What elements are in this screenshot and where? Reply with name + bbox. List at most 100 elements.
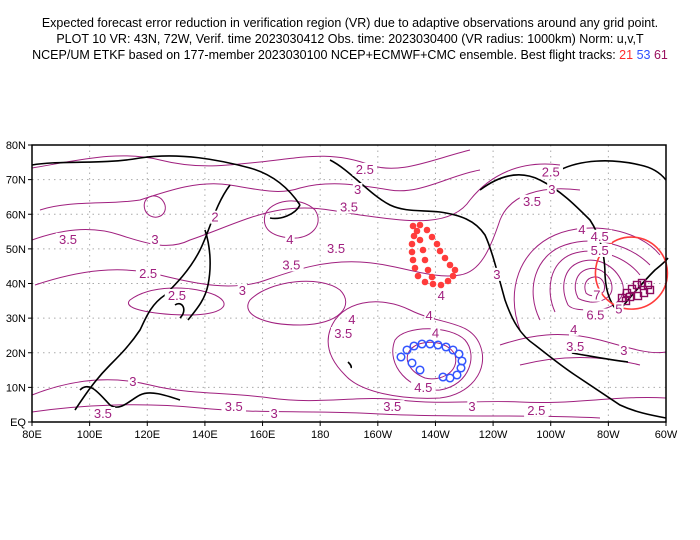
contour-label-bg xyxy=(592,288,602,302)
contour-label: 6.5 xyxy=(586,308,604,323)
contour-label-bg xyxy=(221,400,246,414)
track-21-point xyxy=(451,266,459,274)
contour-label: 2 xyxy=(211,210,218,225)
track-21-point xyxy=(419,246,427,254)
x-tick-label: 140W xyxy=(421,429,450,441)
track-21-point xyxy=(408,240,416,248)
track-53-point xyxy=(407,358,417,368)
contour-label: 2.5 xyxy=(356,162,374,177)
contour-label: 3 xyxy=(239,283,246,298)
y-tick-label: 50N xyxy=(6,244,26,256)
contour-label-bg xyxy=(352,162,378,176)
track-21-point xyxy=(449,272,457,280)
contour-label: 3 xyxy=(620,343,627,358)
contour-label-bg xyxy=(492,267,502,281)
contour-label: 4 xyxy=(286,232,293,247)
contour-label: 3.5 xyxy=(327,241,345,256)
contour-label: 5 xyxy=(615,301,622,316)
track-61-point xyxy=(643,280,653,290)
contour-label-bg xyxy=(411,381,436,395)
contour-label: 3 xyxy=(468,399,475,414)
contour-label: 3 xyxy=(548,182,555,197)
contour-label: 4 xyxy=(425,308,432,323)
contour-label-bg xyxy=(614,302,624,316)
contour-label-bg xyxy=(336,200,362,214)
contour-label-bg xyxy=(269,407,279,421)
contour-label: 2.5 xyxy=(527,403,545,418)
track-21-point xyxy=(408,248,416,256)
contour-label: 4 xyxy=(438,288,445,303)
track-21-point xyxy=(429,280,437,288)
contour-label: 3 xyxy=(354,182,361,197)
x-tick-label: 100E xyxy=(77,429,103,441)
contour-label: 3.5 xyxy=(59,232,77,247)
contour-label-bg xyxy=(467,400,477,414)
contour-label-bg xyxy=(347,312,357,326)
track-53-point xyxy=(402,345,412,355)
x-tick-label: 120W xyxy=(479,429,508,441)
contour-label-bg xyxy=(210,210,220,224)
track-21-point xyxy=(441,254,449,262)
title-line-1: Expected forecast error reduction in ver… xyxy=(41,16,659,30)
contour-label-bg xyxy=(519,194,545,208)
contour-label-bg xyxy=(90,407,116,421)
title-line-3-text: NCEP/UM ETKF based on 177-member 2023030… xyxy=(32,48,620,62)
track-21-point xyxy=(409,222,417,230)
track-61-point xyxy=(633,291,643,301)
contour-label-bg xyxy=(285,232,295,246)
contour-label: 3.5 xyxy=(334,326,352,341)
flight-tracks xyxy=(396,221,655,383)
contour-label-bg xyxy=(430,326,441,340)
contour-label: 3 xyxy=(270,406,277,421)
contour-label-bg xyxy=(379,400,405,414)
x-tick-label: 180 xyxy=(311,429,329,441)
contour-label: 4.5 xyxy=(414,380,432,395)
contour-label-bg xyxy=(164,288,190,302)
x-tick-label: 80E xyxy=(22,429,42,441)
track-21-point xyxy=(409,256,417,264)
y-tick-label: 40N xyxy=(6,279,26,291)
y-tick-label: 10N xyxy=(6,382,26,394)
contour-label: 3.5 xyxy=(225,399,243,414)
contour-label: 4.5 xyxy=(591,229,609,244)
track-21-point xyxy=(428,233,436,241)
track-21-point xyxy=(416,236,424,244)
contour-label: 2.5 xyxy=(542,165,560,180)
y-tick-label: 70N xyxy=(6,175,26,187)
contour-label: 7 xyxy=(593,288,600,303)
contour-label-bg xyxy=(55,232,81,246)
contour-label: 3 xyxy=(493,267,500,282)
contour-label: 4 xyxy=(432,326,439,341)
contours xyxy=(31,149,667,419)
title-line-3: NCEP/UM ETKF based on 177-member 2023030… xyxy=(0,47,700,63)
contour-label: 3 xyxy=(151,232,158,247)
contour-label: 3 xyxy=(129,374,136,389)
axis-ticks: 80E 100E 120E 140E 160E 180 160W 140W 120W 100W 80… xyxy=(6,140,678,441)
verification-region-circle xyxy=(594,236,669,310)
y-tick-label: 60N xyxy=(6,209,26,221)
y-tick-label: EQ xyxy=(10,417,26,429)
contour-label-bg xyxy=(562,339,588,353)
coastlines xyxy=(31,155,669,419)
track-53-point xyxy=(425,339,435,349)
y-tick-label: 20N xyxy=(6,348,26,360)
contour-label: 5.5 xyxy=(591,243,609,258)
contour-label-bg xyxy=(538,165,563,179)
track-53-point xyxy=(396,352,406,362)
contour-label-bg xyxy=(577,222,587,236)
track-21-point xyxy=(423,226,431,234)
contour-label: 2.5 xyxy=(168,288,186,303)
track-21-point xyxy=(413,227,421,235)
track-21-point xyxy=(433,240,441,248)
contour-label-bg xyxy=(330,327,356,341)
contour-label-bg xyxy=(150,232,160,246)
contour-label-bg xyxy=(619,344,629,358)
contour-label-bg xyxy=(583,308,608,322)
track-21-point xyxy=(411,264,419,272)
track-53-point xyxy=(438,372,448,382)
track-53-point xyxy=(415,365,425,375)
track-53-point xyxy=(456,363,466,373)
contour-label-bg xyxy=(587,229,612,243)
